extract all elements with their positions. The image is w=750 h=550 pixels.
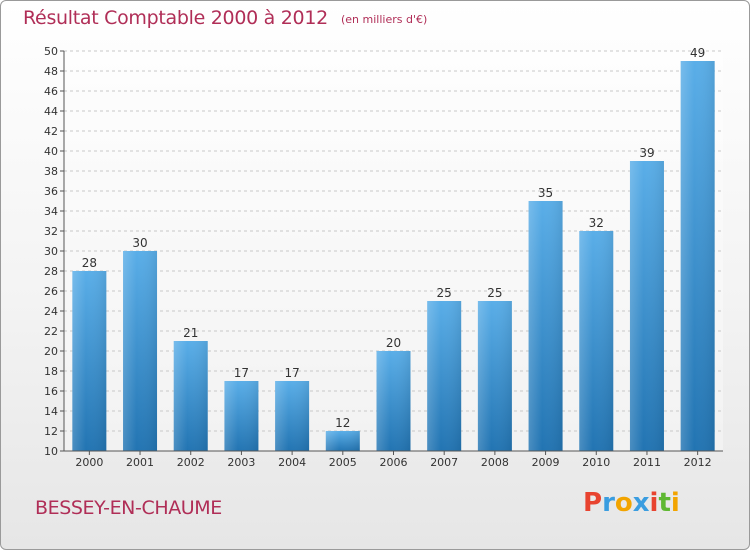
y-tick-label: 28: [44, 265, 58, 278]
bar-shade: [477, 301, 512, 451]
data-label: 39: [639, 146, 654, 160]
x-tick-label: 2002: [177, 456, 205, 469]
x-tick-label: 2011: [633, 456, 661, 469]
data-label: 30: [132, 236, 147, 250]
y-tick-label: 38: [44, 165, 58, 178]
y-tick-label: 40: [44, 145, 58, 158]
logo-letter: P: [583, 488, 603, 518]
bar-shade: [579, 231, 614, 451]
data-label: 20: [386, 336, 401, 350]
y-tick-label: 10: [44, 445, 58, 458]
y-tick-label: 24: [44, 305, 58, 318]
y-tick-label: 36: [44, 185, 58, 198]
bar-shade: [325, 431, 360, 451]
x-tick-label: 2003: [227, 456, 255, 469]
y-tick-label: 26: [44, 285, 58, 298]
bar-shade: [680, 61, 715, 451]
proxiti-logo[interactable]: Proxiti: [583, 488, 680, 518]
data-label: 32: [589, 216, 604, 230]
logo-letter: o: [614, 488, 633, 518]
logo-letter: t: [658, 488, 671, 518]
y-tick-label: 14: [44, 405, 58, 418]
data-label: 21: [183, 326, 198, 340]
y-tick-label: 12: [44, 425, 58, 438]
data-label: 35: [538, 186, 553, 200]
y-tick-label: 46: [44, 85, 58, 98]
bar-shade: [427, 301, 462, 451]
y-tick-label: 16: [44, 385, 58, 398]
commune-name: BESSEY-EN-CHAUME: [35, 497, 222, 519]
y-tick-label: 44: [44, 105, 58, 118]
y-tick-label: 32: [44, 225, 58, 238]
x-tick-label: 2012: [684, 456, 712, 469]
x-tick-label: 2009: [532, 456, 560, 469]
bar-shade: [173, 341, 208, 451]
x-tick-label: 2000: [75, 456, 103, 469]
data-label: 12: [335, 416, 350, 430]
bar-shade: [629, 161, 664, 451]
bar-shade: [376, 351, 411, 451]
bar-shade: [528, 201, 563, 451]
x-tick-label: 2008: [481, 456, 509, 469]
y-tick-label: 34: [44, 205, 58, 218]
chart-subtitle: (en milliers d'€): [341, 13, 428, 26]
logo-letter: i: [649, 488, 659, 518]
data-label: 25: [437, 286, 452, 300]
y-tick-label: 30: [44, 245, 58, 258]
chart-title: Résultat Comptable 2000 à 2012: [23, 7, 328, 29]
y-tick-label: 48: [44, 65, 58, 78]
x-tick-label: 2010: [582, 456, 610, 469]
logo-letter: i: [670, 488, 680, 518]
logo-letter: x: [632, 488, 650, 518]
bar-shade: [72, 271, 107, 451]
bar-shade: [275, 381, 310, 451]
x-tick-label: 2001: [126, 456, 154, 469]
y-tick-label: 20: [44, 345, 58, 358]
y-tick-label: 22: [44, 325, 58, 338]
y-tick-label: 18: [44, 365, 58, 378]
data-label: 17: [234, 366, 249, 380]
data-label: 17: [284, 366, 299, 380]
data-label: 25: [487, 286, 502, 300]
bar-shade: [224, 381, 259, 451]
x-tick-label: 2006: [380, 456, 408, 469]
bar-shade: [123, 251, 158, 451]
logo-letter: r: [602, 488, 615, 518]
x-tick-label: 2007: [430, 456, 458, 469]
x-tick-label: 2004: [278, 456, 306, 469]
x-tick-label: 2005: [329, 456, 357, 469]
data-label: 28: [82, 256, 97, 270]
y-tick-label: 50: [44, 45, 58, 58]
y-tick-label: 42: [44, 125, 58, 138]
data-label: 49: [690, 46, 705, 60]
